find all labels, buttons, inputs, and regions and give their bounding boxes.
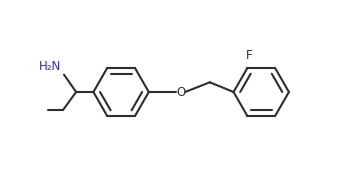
Text: O: O <box>176 86 185 98</box>
Text: F: F <box>246 49 253 62</box>
Text: H₂N: H₂N <box>39 60 62 72</box>
